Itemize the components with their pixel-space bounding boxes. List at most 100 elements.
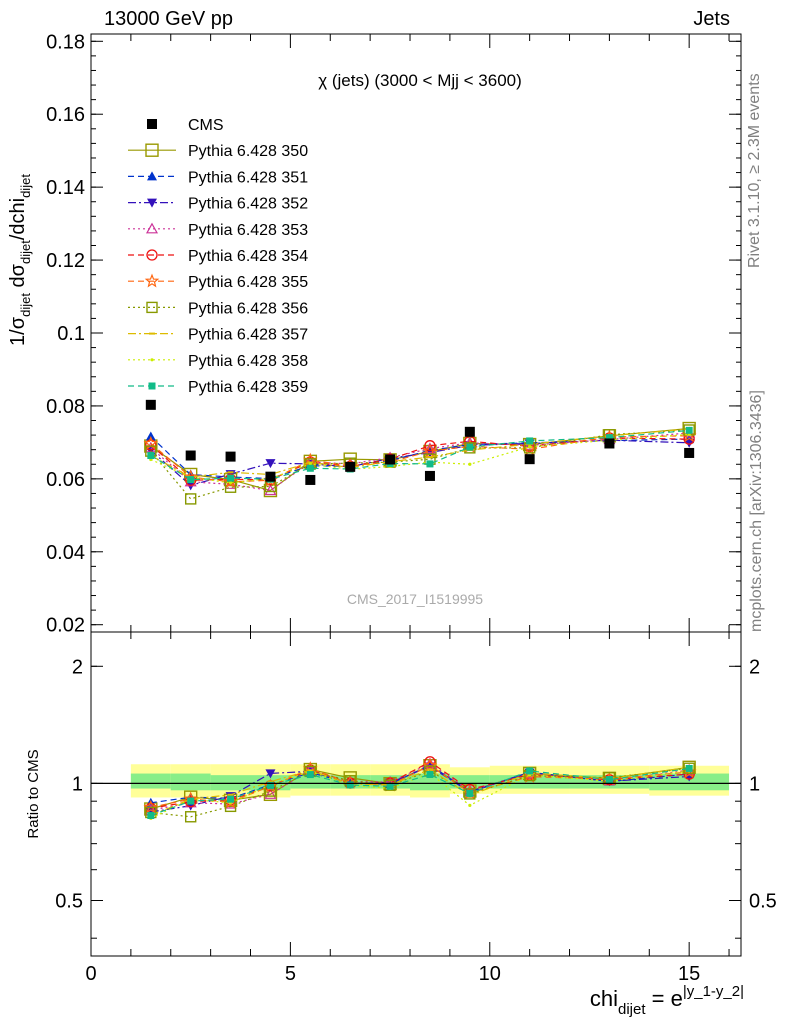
cms-data-point [225, 451, 236, 462]
series-line [150, 435, 690, 483]
ratio-point [468, 803, 472, 807]
mc-data-point [685, 426, 693, 434]
ratio-line [150, 767, 690, 817]
ratio-point [464, 788, 476, 800]
x-tick-label: 5 [285, 963, 296, 985]
mc-data-point [187, 476, 195, 484]
ratio-line [150, 763, 690, 811]
legend-label: Pythia 6.428 355 [188, 274, 308, 291]
legend-marker [146, 249, 158, 261]
header-process: 13000 GeV pp [104, 8, 233, 30]
legend-label: Pythia 6.428 352 [188, 196, 308, 213]
ratio-point [526, 767, 534, 775]
mc-data-point [227, 474, 235, 482]
ratio-point [466, 789, 474, 797]
mc-data-point [145, 439, 157, 451]
ratio-tick-label-right: 0.5 [749, 890, 777, 912]
y-tick-label: 0.12 [46, 250, 85, 272]
band-inner-segment [210, 775, 251, 791]
y-tick-label: 0.1 [57, 323, 85, 345]
ratio-tick-label: 1 [72, 773, 83, 795]
legend-marker [150, 358, 154, 362]
ratio-line [150, 766, 690, 817]
legend-marker [144, 273, 160, 288]
y-tick-label: 0.02 [46, 615, 85, 637]
ratio-point [422, 757, 438, 772]
series-line [150, 439, 690, 487]
series-line [150, 429, 690, 481]
watermark: CMS_2017_I1519995 [347, 591, 483, 607]
ratio-tick-label: 2 [72, 656, 83, 678]
x-axis-label: chidijet = e|y_1-y_2| [590, 983, 744, 1018]
chart-title: χ (jets) (3000 < Mjj < 3600) [318, 71, 522, 90]
cms-data-point [145, 399, 156, 410]
legend-label: Pythia 6.428 358 [188, 353, 308, 370]
y-tick-label: 0.08 [46, 396, 85, 418]
mc-data-point [147, 452, 155, 460]
mc-data-point [185, 474, 197, 486]
legend-marker [147, 119, 157, 129]
ratio-frame [90, 631, 742, 957]
legend-label: Pythia 6.428 353 [188, 222, 308, 239]
ratio-point [184, 811, 197, 823]
series-line [150, 428, 690, 478]
series-line [150, 433, 690, 484]
ratio-point [187, 797, 195, 805]
ratio-point [143, 799, 159, 814]
mc-data-point [308, 462, 312, 466]
ratio-point [683, 762, 695, 774]
y-tick-label: 0.18 [46, 31, 85, 53]
ratio-tick-label: 0.5 [55, 890, 83, 912]
cms-data-point [385, 454, 396, 465]
ratio-point [306, 771, 314, 779]
mc-data-point [306, 464, 314, 472]
series-line [150, 429, 690, 500]
cms-data-point [424, 470, 435, 481]
ratio-point [346, 781, 354, 789]
band-inner-segment [130, 773, 171, 789]
cms-data-point [604, 438, 615, 449]
y-tick-label: 0.04 [46, 542, 85, 564]
ratio-tick-label-right: 2 [749, 656, 760, 678]
ratio-line [150, 764, 690, 808]
mc-data-point [426, 460, 434, 468]
band-inner-segment [170, 773, 211, 791]
mc-data-point [605, 434, 613, 442]
mc-data-point [684, 438, 695, 448]
legend-label: Pythia 6.428 351 [188, 169, 308, 186]
legend-label: Pythia 6.428 350 [188, 143, 308, 160]
y-tick-label: 0.16 [46, 104, 85, 126]
legend-marker [147, 198, 157, 208]
band-inner-segment [290, 775, 331, 789]
x-tick-label: 0 [85, 963, 96, 985]
mc-data-point [264, 484, 277, 496]
legend: CMS Pythia 6.428 350 Pythia 6.428 351 Pythi… [128, 117, 308, 396]
mc-data-point [464, 442, 476, 454]
ratio-point [265, 769, 276, 779]
ratio-point [223, 794, 238, 809]
legend-marker [145, 143, 159, 157]
main-series-layer [143, 399, 697, 505]
cms-data-point [305, 474, 316, 485]
mc-data-point [184, 493, 197, 505]
y-tick-label: 0.14 [46, 177, 85, 199]
legend-marker [147, 171, 157, 181]
mc-data-point [466, 443, 474, 451]
legend-label: Pythia 6.428 359 [188, 379, 308, 396]
ratio-point [266, 781, 274, 789]
ratio-point [685, 764, 693, 772]
legend-label: Pythia 6.428 354 [188, 248, 308, 265]
ratio-point [227, 795, 235, 803]
mc-data-point [424, 440, 436, 452]
cms-data-point [684, 447, 695, 458]
legend-label: Pythia 6.428 356 [188, 300, 308, 317]
ratio-point [147, 812, 155, 820]
y-axis-label: 1/σdijet dσdijet/dchidijet [7, 174, 33, 346]
mc-data-point [228, 481, 233, 485]
ratio-axis-label: Ratio to CMS [25, 749, 42, 838]
cms-data-point [464, 426, 475, 437]
mc-data-point [526, 437, 534, 445]
cms-data-point [265, 471, 276, 482]
x-tick-label: 15 [678, 963, 700, 985]
